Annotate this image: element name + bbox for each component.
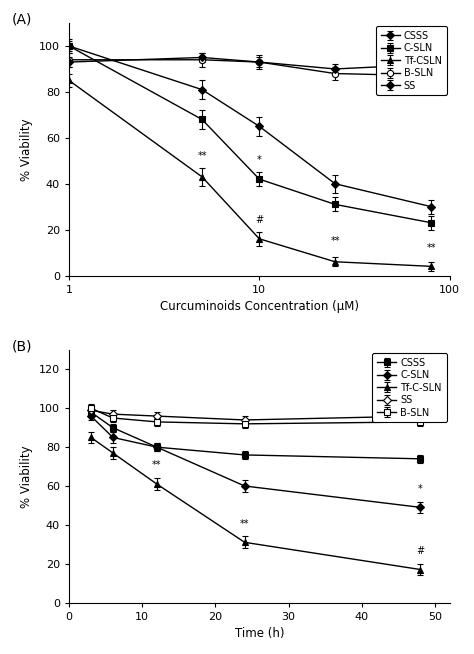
X-axis label: Curcuminoids Concentration (μM): Curcuminoids Concentration (μM) xyxy=(160,300,359,313)
Y-axis label: % Viability: % Viability xyxy=(20,445,33,508)
Text: *: * xyxy=(418,484,423,494)
Text: **: ** xyxy=(197,151,207,161)
Text: #: # xyxy=(416,546,424,556)
X-axis label: Time (h): Time (h) xyxy=(235,627,284,640)
Text: (B): (B) xyxy=(12,340,32,354)
Text: **: ** xyxy=(152,460,162,470)
Text: #: # xyxy=(255,215,264,225)
Y-axis label: % Viability: % Viability xyxy=(20,118,33,181)
Legend: CSSS, C-SLN, Tf-C-SLN, SS, B-SLN: CSSS, C-SLN, Tf-C-SLN, SS, B-SLN xyxy=(372,353,447,422)
Text: **: ** xyxy=(330,235,340,246)
Text: **: ** xyxy=(240,519,249,528)
Text: *: * xyxy=(257,156,262,165)
Text: (A): (A) xyxy=(12,13,32,27)
Text: **: ** xyxy=(427,243,436,252)
Legend: CSSS, C-SLN, Tf-CSLN, B-SLN, SS: CSSS, C-SLN, Tf-CSLN, B-SLN, SS xyxy=(375,26,447,95)
